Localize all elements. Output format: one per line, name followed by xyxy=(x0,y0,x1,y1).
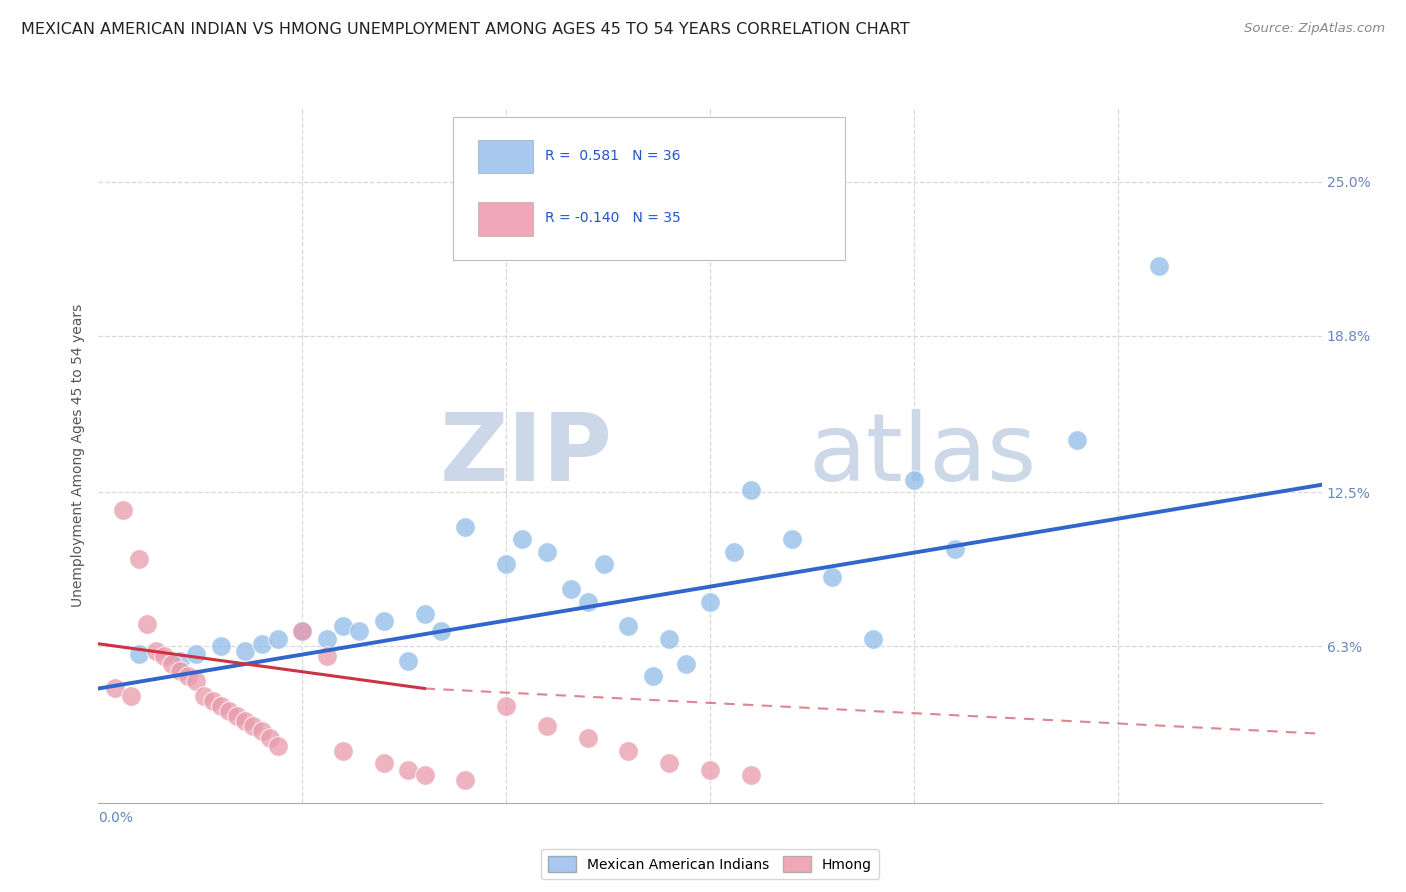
Point xyxy=(903,473,925,487)
Point xyxy=(1066,433,1088,447)
Point xyxy=(209,639,232,653)
Point xyxy=(576,594,599,608)
Point xyxy=(862,632,884,646)
Point xyxy=(160,657,183,671)
Text: R =  0.581   N = 36: R = 0.581 N = 36 xyxy=(546,149,681,162)
Point xyxy=(512,533,534,547)
Point xyxy=(593,558,616,572)
Point xyxy=(332,619,354,633)
Point xyxy=(315,632,337,646)
Point xyxy=(641,669,664,683)
Point xyxy=(136,616,159,631)
Point xyxy=(454,773,477,788)
Point xyxy=(242,719,264,733)
Text: R = -0.140   N = 35: R = -0.140 N = 35 xyxy=(546,211,681,226)
Point xyxy=(699,594,721,608)
Point xyxy=(536,545,558,559)
Point xyxy=(209,698,232,713)
Text: atlas: atlas xyxy=(808,409,1036,501)
Point xyxy=(193,689,215,703)
Y-axis label: Unemployment Among Ages 45 to 54 years: Unemployment Among Ages 45 to 54 years xyxy=(72,303,86,607)
Point xyxy=(413,768,436,782)
Point xyxy=(186,647,208,661)
Point xyxy=(177,669,200,683)
Point xyxy=(373,615,395,629)
Point xyxy=(780,533,803,547)
Point xyxy=(169,664,191,678)
Text: Source: ZipAtlas.com: Source: ZipAtlas.com xyxy=(1244,22,1385,36)
Point xyxy=(723,545,745,559)
Point xyxy=(740,483,762,497)
Point xyxy=(617,619,640,633)
Point xyxy=(658,756,681,770)
Point xyxy=(699,764,721,778)
Point xyxy=(675,657,697,671)
Point xyxy=(226,708,249,723)
Point xyxy=(128,647,150,661)
Point xyxy=(128,552,150,566)
Point xyxy=(373,756,395,770)
Point xyxy=(120,689,142,703)
Bar xyxy=(478,202,533,235)
FancyBboxPatch shape xyxy=(453,118,845,260)
Point xyxy=(332,744,354,758)
Point xyxy=(250,723,273,738)
Point xyxy=(617,744,640,758)
Point xyxy=(250,637,273,651)
Point xyxy=(560,582,582,596)
Point xyxy=(267,632,290,646)
Point xyxy=(291,624,314,639)
Text: MEXICAN AMERICAN INDIAN VS HMONG UNEMPLOYMENT AMONG AGES 45 TO 54 YEARS CORRELAT: MEXICAN AMERICAN INDIAN VS HMONG UNEMPLO… xyxy=(21,22,910,37)
Point xyxy=(576,731,599,746)
Point xyxy=(658,632,681,646)
Text: 0.0%: 0.0% xyxy=(98,812,134,825)
Point xyxy=(186,674,208,689)
Point xyxy=(233,714,256,728)
Point xyxy=(454,520,477,534)
Point xyxy=(145,644,167,658)
Point xyxy=(291,624,314,639)
Point xyxy=(1147,259,1170,273)
Point xyxy=(349,624,371,639)
Point xyxy=(396,764,419,778)
Point xyxy=(943,542,966,557)
Point xyxy=(315,649,337,664)
Text: ZIP: ZIP xyxy=(439,409,612,501)
Bar xyxy=(478,140,533,173)
Point xyxy=(396,654,419,668)
Point xyxy=(267,739,290,753)
Point xyxy=(259,731,281,746)
Point xyxy=(821,570,844,584)
Point xyxy=(104,681,127,696)
Point xyxy=(430,624,453,639)
Point xyxy=(413,607,436,621)
Point xyxy=(740,768,762,782)
Point xyxy=(152,649,174,664)
Point xyxy=(218,704,240,718)
Point xyxy=(169,654,191,668)
Point xyxy=(201,694,224,708)
Point xyxy=(233,644,256,658)
Point xyxy=(536,719,558,733)
Point xyxy=(111,502,134,516)
Legend: Mexican American Indians, Hmong: Mexican American Indians, Hmong xyxy=(541,849,879,880)
Point xyxy=(495,698,517,713)
Point xyxy=(495,558,517,572)
